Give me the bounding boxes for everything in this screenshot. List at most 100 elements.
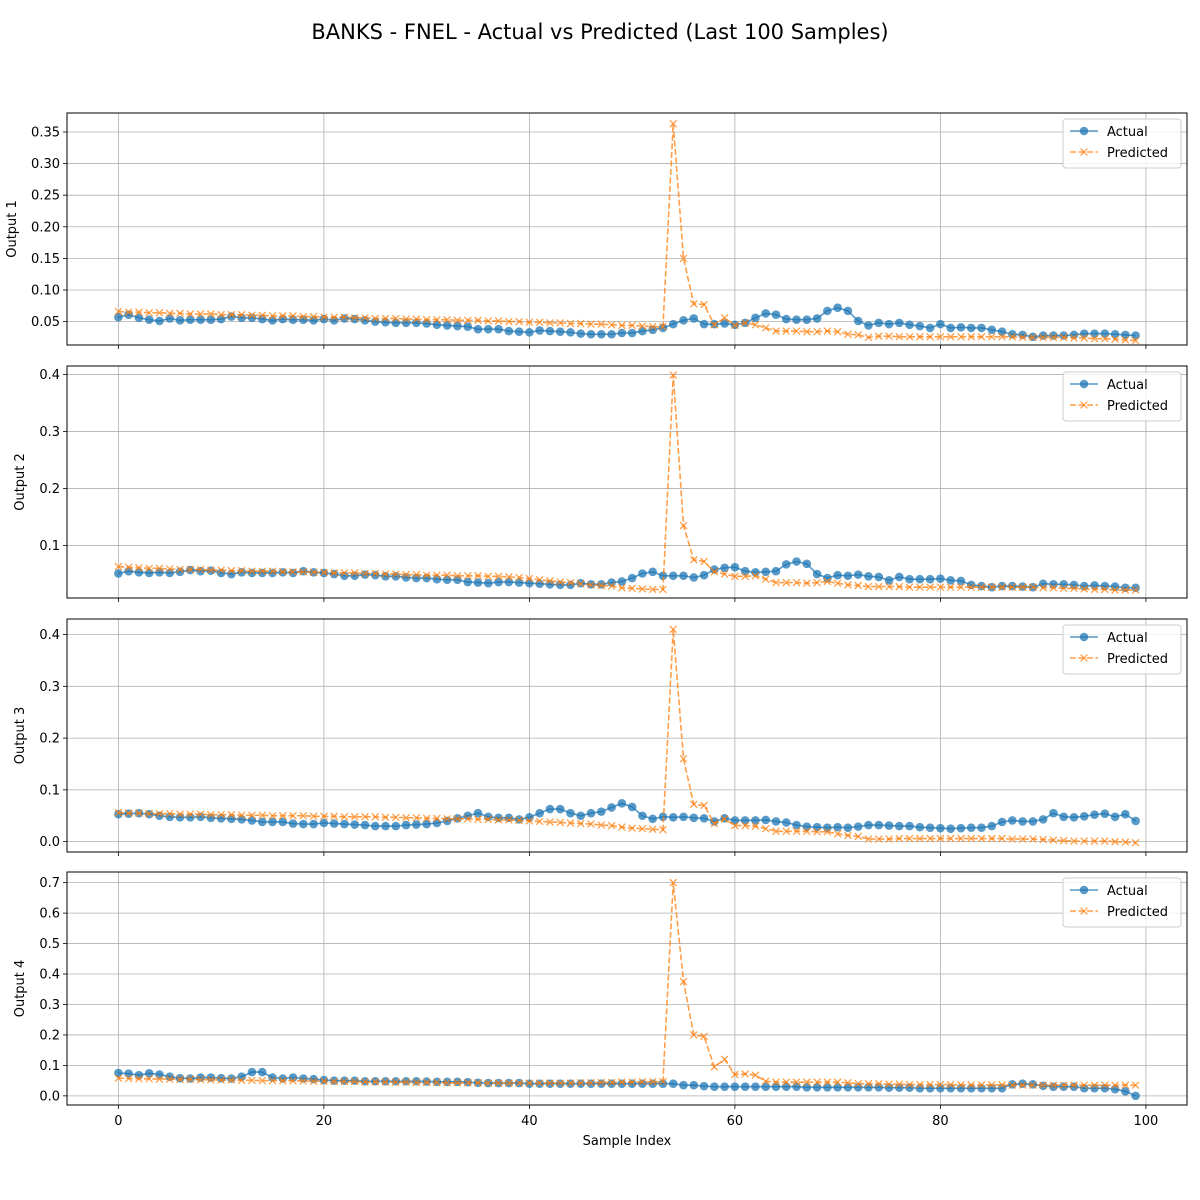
predicted-point xyxy=(618,321,626,330)
actual-point xyxy=(299,315,308,325)
actual-point xyxy=(494,324,503,334)
actual-point xyxy=(1079,581,1089,591)
predicted-point xyxy=(1008,332,1017,341)
predicted-point xyxy=(278,567,287,576)
x-tick-label: 80 xyxy=(932,1114,949,1129)
actual-point xyxy=(1049,331,1058,340)
actual-point xyxy=(833,570,842,580)
predicted-point xyxy=(679,254,688,263)
predicted-point xyxy=(731,572,739,581)
actual-point xyxy=(843,1083,853,1092)
predicted-point xyxy=(1049,333,1058,342)
predicted-point xyxy=(124,563,133,572)
predicted-point xyxy=(905,1080,914,1089)
actual-point xyxy=(155,316,164,326)
actual-point xyxy=(350,314,360,324)
actual-point xyxy=(1069,330,1079,340)
predicted-point xyxy=(741,572,750,581)
actual-point xyxy=(689,314,699,323)
predicted-point xyxy=(813,1078,821,1087)
actual-point xyxy=(792,315,801,325)
predicted-point xyxy=(371,569,380,578)
predicted-point xyxy=(679,977,688,986)
predicted-point xyxy=(854,331,863,339)
y-tick-label: 0.05 xyxy=(31,315,60,330)
predicted-point xyxy=(227,1076,236,1084)
actual-point xyxy=(227,1074,236,1083)
predicted-point xyxy=(864,1079,873,1088)
actual-point xyxy=(638,326,647,336)
actual-point xyxy=(196,566,205,576)
actual-point xyxy=(545,326,555,336)
actual-point xyxy=(617,1079,627,1088)
actual-point xyxy=(987,821,997,831)
predicted-point xyxy=(165,1075,174,1083)
predicted-point xyxy=(361,313,369,322)
actual-point xyxy=(894,1083,904,1092)
predicted-point xyxy=(741,319,750,327)
predicted-point xyxy=(1080,585,1089,593)
actual-point xyxy=(925,823,935,832)
predicted-point xyxy=(1080,1081,1089,1090)
predicted-point xyxy=(1018,583,1027,592)
predicted-point xyxy=(1131,586,1140,594)
actual-point xyxy=(1049,1082,1058,1092)
actual-point xyxy=(525,328,534,337)
predicted-point xyxy=(854,581,863,590)
actual-point xyxy=(812,314,822,323)
predicted-point xyxy=(813,327,821,336)
predicted-point xyxy=(895,834,904,843)
predicted-point xyxy=(217,310,225,319)
predicted-point xyxy=(1131,336,1140,345)
legend: Actual Predicted xyxy=(1062,118,1182,169)
actual-point xyxy=(1110,1084,1120,1094)
actual-point xyxy=(494,813,503,823)
predicted-point xyxy=(504,1079,513,1087)
actual-point xyxy=(987,325,997,335)
legend: Actual Predicted xyxy=(1062,877,1182,928)
actual-point xyxy=(463,322,473,331)
predicted-point xyxy=(967,1081,976,1089)
predicted-point xyxy=(165,809,174,818)
actual-point xyxy=(1121,809,1130,819)
predicted-point xyxy=(309,812,318,821)
actual-point xyxy=(504,326,514,336)
predicted-point xyxy=(1070,334,1078,342)
predicted-point xyxy=(371,1077,380,1086)
y-tick-label: 0.30 xyxy=(31,157,60,172)
predicted-point xyxy=(802,827,811,836)
actual-point xyxy=(1131,583,1140,593)
actual-point xyxy=(679,571,688,581)
predicted-point xyxy=(340,812,349,821)
predicted-point xyxy=(967,332,976,341)
predicted-point xyxy=(402,570,410,579)
predicted-point xyxy=(576,819,585,828)
actual-point xyxy=(833,822,842,832)
predicted-point xyxy=(515,573,523,582)
actual-point xyxy=(566,808,575,818)
predicted-point xyxy=(217,810,225,819)
predicted-point xyxy=(453,571,462,580)
actual-point xyxy=(124,566,133,576)
predicted-point xyxy=(700,1032,708,1041)
predicted-point xyxy=(700,557,708,566)
actual-point xyxy=(843,306,853,316)
predicted-point xyxy=(494,572,503,581)
predicted-point xyxy=(1018,835,1027,843)
predicted-point xyxy=(1121,1081,1130,1090)
actual-point xyxy=(997,581,1007,591)
actual-point xyxy=(473,808,483,818)
actual-point xyxy=(761,567,771,577)
actual-point xyxy=(925,574,935,584)
predicted-point xyxy=(474,815,482,824)
actual-point xyxy=(247,568,257,578)
predicted-point xyxy=(772,1078,780,1087)
actual-point xyxy=(884,821,894,830)
actual-point xyxy=(843,823,853,832)
predicted-point xyxy=(258,567,267,576)
predicted-point xyxy=(330,812,339,821)
actual-point xyxy=(278,817,288,827)
predicted-point xyxy=(525,817,534,825)
predicted-point xyxy=(576,319,585,328)
actual-point xyxy=(1090,329,1099,338)
